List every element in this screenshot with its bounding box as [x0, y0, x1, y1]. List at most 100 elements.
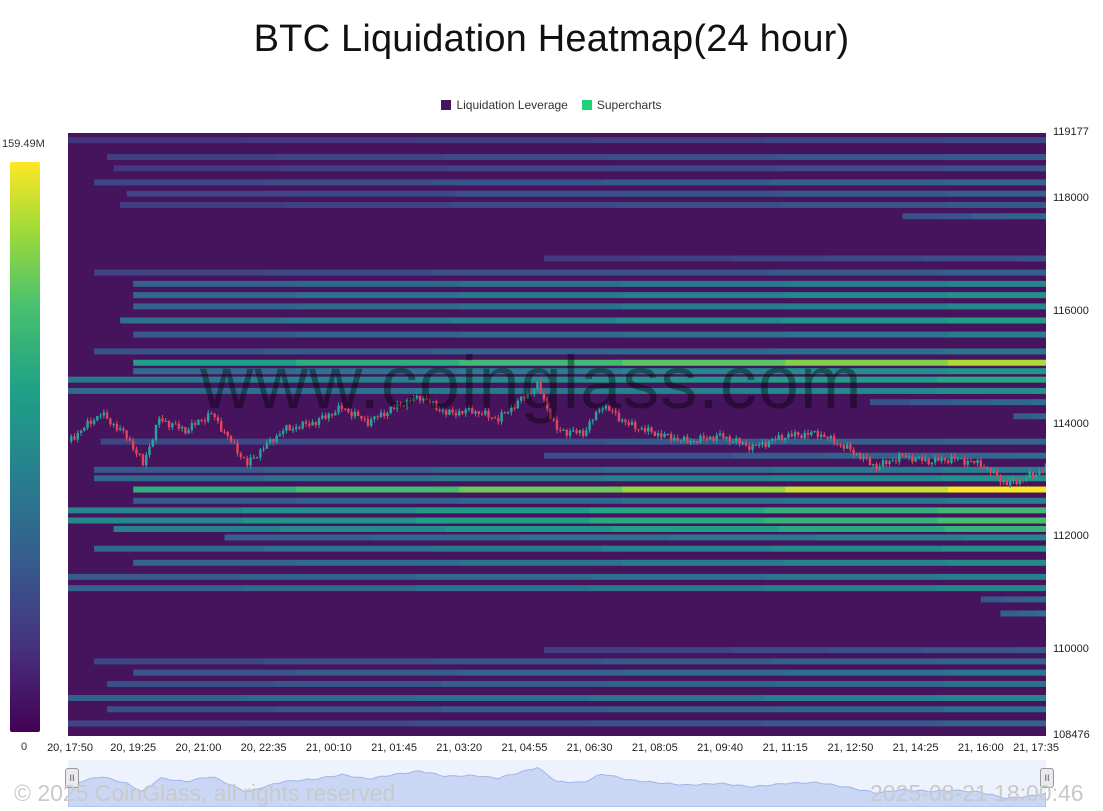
price-candle-45: [213, 413, 216, 418]
liquidation-band-4-seg-0: [126, 190, 292, 197]
price-candle-149: [552, 418, 555, 420]
price-candle-55: [246, 458, 249, 466]
liquidation-band-37-seg-1: [638, 647, 734, 654]
liquidation-band-28-seg-0: [68, 517, 243, 524]
heatmap-plot-area[interactable]: [68, 133, 1046, 736]
liquidation-band-27-seg-1: [241, 507, 417, 514]
price-candle-102: [399, 404, 402, 406]
price-candle-108: [418, 395, 422, 401]
price-candle-132: [497, 418, 500, 422]
liquidation-band-23-seg-2: [433, 466, 604, 473]
liquidation-band-34-seg-5: [937, 585, 1046, 592]
price-candle-252: [888, 461, 891, 464]
copyright-text: © 2025 CoinGlass, all rights reserved: [14, 780, 396, 806]
liquidation-band-14-seg-4: [772, 348, 943, 355]
price-candle-186: [673, 437, 676, 441]
price-candle-238: [842, 444, 846, 449]
liquidation-band-39-seg-3: [622, 669, 786, 676]
price-candle-246: [868, 457, 872, 466]
time-navigator[interactable]: [68, 760, 1046, 807]
price-candle-170: [621, 419, 624, 422]
price-candle-111: [428, 400, 432, 404]
liquidation-band-31-seg-3: [602, 545, 773, 552]
liquidation-band-21-seg-5: [942, 438, 1046, 445]
price-candle-181: [656, 433, 660, 436]
liquidation-band-6-seg-3: [1006, 213, 1043, 220]
liquidation-band-35-seg-1: [1002, 596, 1025, 603]
liquidation-band-15-seg-3: [622, 359, 786, 366]
x-tick-label-8: 21, 06:30: [566, 742, 613, 754]
price-candle-293: [1021, 479, 1025, 481]
liquidation-band-22-seg-4: [922, 452, 1018, 459]
navigator-right-handle[interactable]: II: [1040, 768, 1054, 788]
price-candle-219: [780, 435, 784, 440]
liquidation-band-38-seg-5: [941, 658, 1046, 665]
price-candle-154: [568, 430, 572, 436]
liquidation-band-40-seg-0: [107, 680, 275, 687]
price-candle-63: [272, 438, 275, 443]
y-tick-label-2: 116000: [1053, 305, 1089, 318]
liquidation-band-33-seg-0: [68, 573, 243, 580]
price-candle-97: [383, 412, 386, 417]
price-candle-288: [1005, 480, 1009, 486]
price-candle-207: [741, 442, 745, 444]
price-candle-36: [184, 426, 187, 434]
liquidation-band-39-seg-5: [948, 669, 1046, 676]
price-candle-220: [784, 437, 787, 440]
navigator-area: [68, 767, 1046, 807]
price-candle-133: [500, 412, 503, 422]
price-candle-193: [695, 440, 699, 443]
liquidation-band-11-seg-3: [622, 303, 786, 310]
price-candle-150: [555, 419, 559, 430]
price-candle-51: [233, 441, 236, 443]
liquidation-band-26-seg-3: [622, 497, 786, 504]
price-candle-225: [800, 435, 803, 439]
liquidation-band-41-seg-1: [241, 695, 417, 702]
chart-title: BTC Liquidation Heatmap(24 hour): [253, 18, 850, 60]
legend-item-supercharts[interactable]: Supercharts: [581, 98, 662, 112]
price-candle-138: [516, 400, 520, 409]
price-candle-121: [461, 410, 464, 414]
liquidation-band-24-seg-5: [941, 475, 1046, 482]
price-candle-30: [164, 420, 167, 422]
liquidation-band-14-seg-0: [94, 348, 265, 355]
liquidation-band-18-seg-5: [937, 387, 1046, 394]
price-candle-92: [366, 419, 370, 426]
liquidation-band-29-seg-2: [446, 525, 613, 532]
price-candle-274: [960, 458, 963, 460]
liquidation-band-24-seg-2: [433, 475, 604, 482]
liquidation-band-5-seg-3: [615, 201, 782, 208]
legend-swatch-supercharts: [581, 100, 592, 110]
price-candle-145: [539, 381, 542, 394]
price-candle-173: [630, 421, 634, 425]
legend-item-liquidation-leverage[interactable]: Liquidation Leverage: [441, 98, 568, 112]
price-candle-59: [259, 449, 262, 458]
price-candle-32: [171, 423, 174, 428]
liquidation-band-43-seg-5: [937, 720, 1046, 727]
liquidation-band-8-seg-0: [94, 269, 265, 276]
price-candle-275: [963, 458, 966, 465]
price-candle-60: [262, 448, 265, 450]
liquidation-band-32-seg-4: [785, 559, 949, 566]
liquidation-band-41-seg-0: [68, 695, 243, 702]
price-candle-237: [839, 444, 842, 446]
price-candle-164: [601, 408, 604, 411]
liquidation-band-8-seg-4: [772, 269, 943, 276]
price-candle-218: [777, 435, 780, 440]
price-candle-58: [255, 457, 259, 459]
liquidation-band-12-seg-1: [285, 317, 452, 324]
price-candle-165: [604, 405, 608, 409]
price-candle-81: [330, 413, 334, 416]
price-candle-50: [229, 436, 233, 442]
liquidation-band-26-seg-5: [948, 497, 1046, 504]
navigator-left-handle[interactable]: II: [65, 768, 79, 788]
price-candle-41: [200, 419, 203, 421]
liquidation-band-27-seg-4: [763, 507, 938, 514]
price-candle-223: [793, 432, 797, 437]
price-candle-29: [161, 418, 164, 422]
price-candle-180: [653, 431, 656, 436]
liquidation-band-16-seg-4: [785, 368, 949, 375]
liquidation-band-29-seg-5: [944, 525, 1046, 532]
liquidation-band-1-seg-3: [609, 154, 778, 161]
liquidation-band-16-seg-2: [459, 368, 623, 375]
